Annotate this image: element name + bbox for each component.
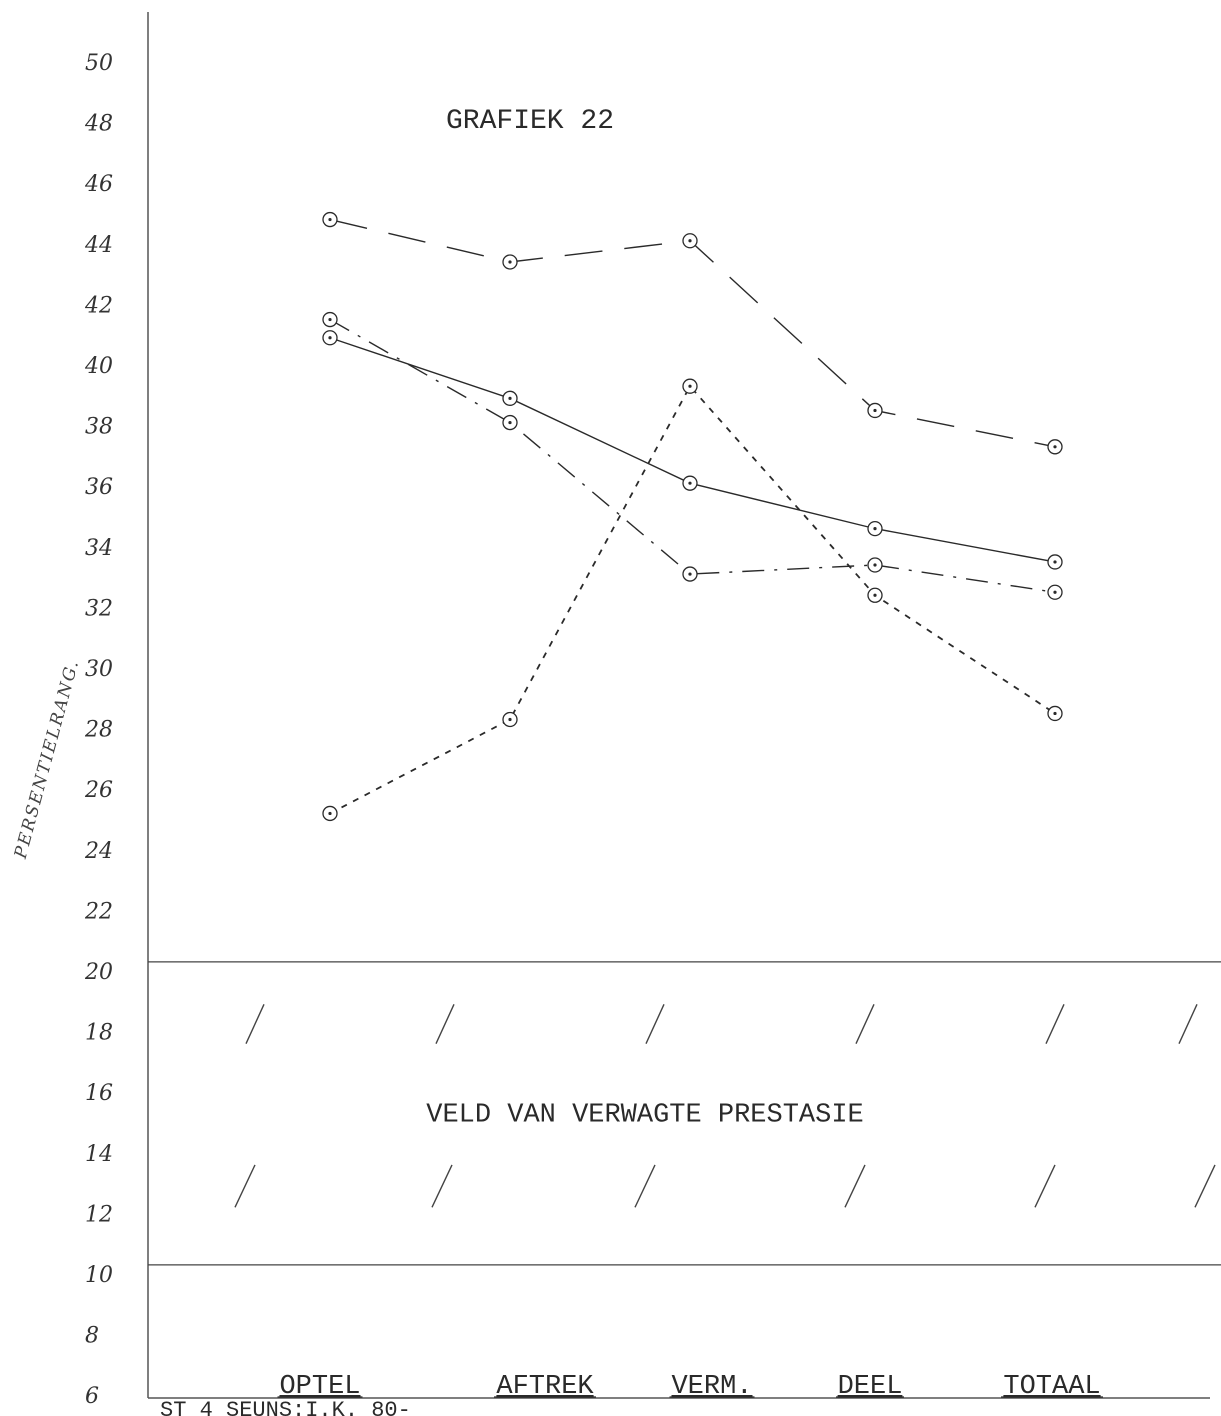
data-point-marker — [1047, 584, 1063, 600]
data-point-marker — [1047, 705, 1063, 722]
y-tick-label: 30 — [85, 657, 113, 682]
y-tick-label: 24 — [84, 839, 113, 864]
hatch-mark — [844, 1164, 866, 1208]
data-point-marker — [502, 390, 518, 406]
y-tick-label: 42 — [84, 293, 113, 318]
series-lines — [322, 211, 1063, 822]
y-tick-label: 28 — [84, 718, 113, 743]
y-tick-label: 18 — [85, 1021, 113, 1046]
y-tick-label: 16 — [85, 1081, 113, 1106]
y-tick-label: 36 — [85, 475, 113, 500]
series-line — [329, 384, 1056, 815]
band-hatch-marks — [234, 1004, 1216, 1208]
y-tick-label: 50 — [85, 51, 113, 76]
y-tick-label: 26 — [84, 778, 113, 803]
hatch-mark — [431, 1164, 453, 1208]
data-point-marker — [322, 330, 338, 346]
data-point-marker — [682, 566, 698, 582]
hatch-mark — [234, 1164, 256, 1208]
y-tick-label: 8 — [85, 1324, 99, 1349]
data-point-marker — [322, 805, 338, 822]
data-point-marker — [322, 211, 338, 228]
series-line — [329, 218, 1056, 448]
data-point-marker — [867, 557, 883, 573]
data-point-marker — [1047, 439, 1063, 455]
y-tick-label: 44 — [84, 233, 113, 258]
y-tick-label: 46 — [84, 172, 113, 197]
y-tick-label: 20 — [84, 960, 113, 985]
data-point-marker — [322, 311, 338, 328]
y-tick-label: 10 — [85, 1263, 113, 1288]
y-tick-label: 6 — [85, 1384, 99, 1409]
y-tick-label: 22 — [84, 899, 113, 924]
hatch-mark — [1045, 1004, 1065, 1045]
y-tick-label: 40 — [84, 354, 113, 379]
y-tick-label: 34 — [85, 536, 113, 561]
hatch-mark — [1194, 1164, 1216, 1208]
expected-performance-band: VELD VAN VERWAGTE PRESTASIE — [148, 961, 1221, 1266]
y-tick-label: 32 — [85, 596, 113, 621]
hatch-mark — [634, 1164, 656, 1208]
y-axis-label: PERSENTIELRANG. — [11, 657, 84, 862]
series-line — [329, 337, 1056, 563]
data-point-marker — [867, 520, 883, 537]
y-tick-label: 48 — [84, 112, 113, 137]
x-category-labels: OPTEL AFTREK VERM. DEEL TOTAAL — [277, 1372, 1103, 1402]
chart-title: GRAFIEK 22 — [446, 106, 614, 137]
data-point-marker — [502, 711, 518, 728]
hatch-mark — [245, 1004, 265, 1045]
data-point-marker — [867, 402, 883, 419]
hatch-mark — [645, 1004, 665, 1045]
data-point-marker — [1047, 554, 1063, 570]
data-point-marker — [682, 475, 698, 491]
hatch-mark — [435, 1004, 455, 1045]
hatch-mark — [855, 1004, 875, 1045]
y-tick-label: 14 — [85, 1142, 113, 1167]
data-point-marker — [502, 254, 518, 270]
y-tick-labels: 50 48 46 44 42 40 38 36 34 32 30 28 26 24 22 20 18 16 14 12… — [84, 51, 113, 1409]
data-point-marker — [502, 414, 518, 431]
series-line — [329, 318, 1056, 593]
hatch-mark — [1178, 1004, 1198, 1045]
data-point-marker — [682, 233, 698, 249]
band-label: VELD VAN VERWAGTE PRESTASIE — [426, 1100, 863, 1130]
y-tick-label: 12 — [85, 1202, 113, 1227]
footer-label: ST 4 SEUNS:I.K. 80- — [160, 1398, 411, 1416]
y-tick-label: 38 — [85, 415, 113, 440]
data-point-marker — [867, 587, 883, 603]
data-point-marker — [682, 378, 698, 394]
hatch-mark — [1034, 1164, 1056, 1208]
